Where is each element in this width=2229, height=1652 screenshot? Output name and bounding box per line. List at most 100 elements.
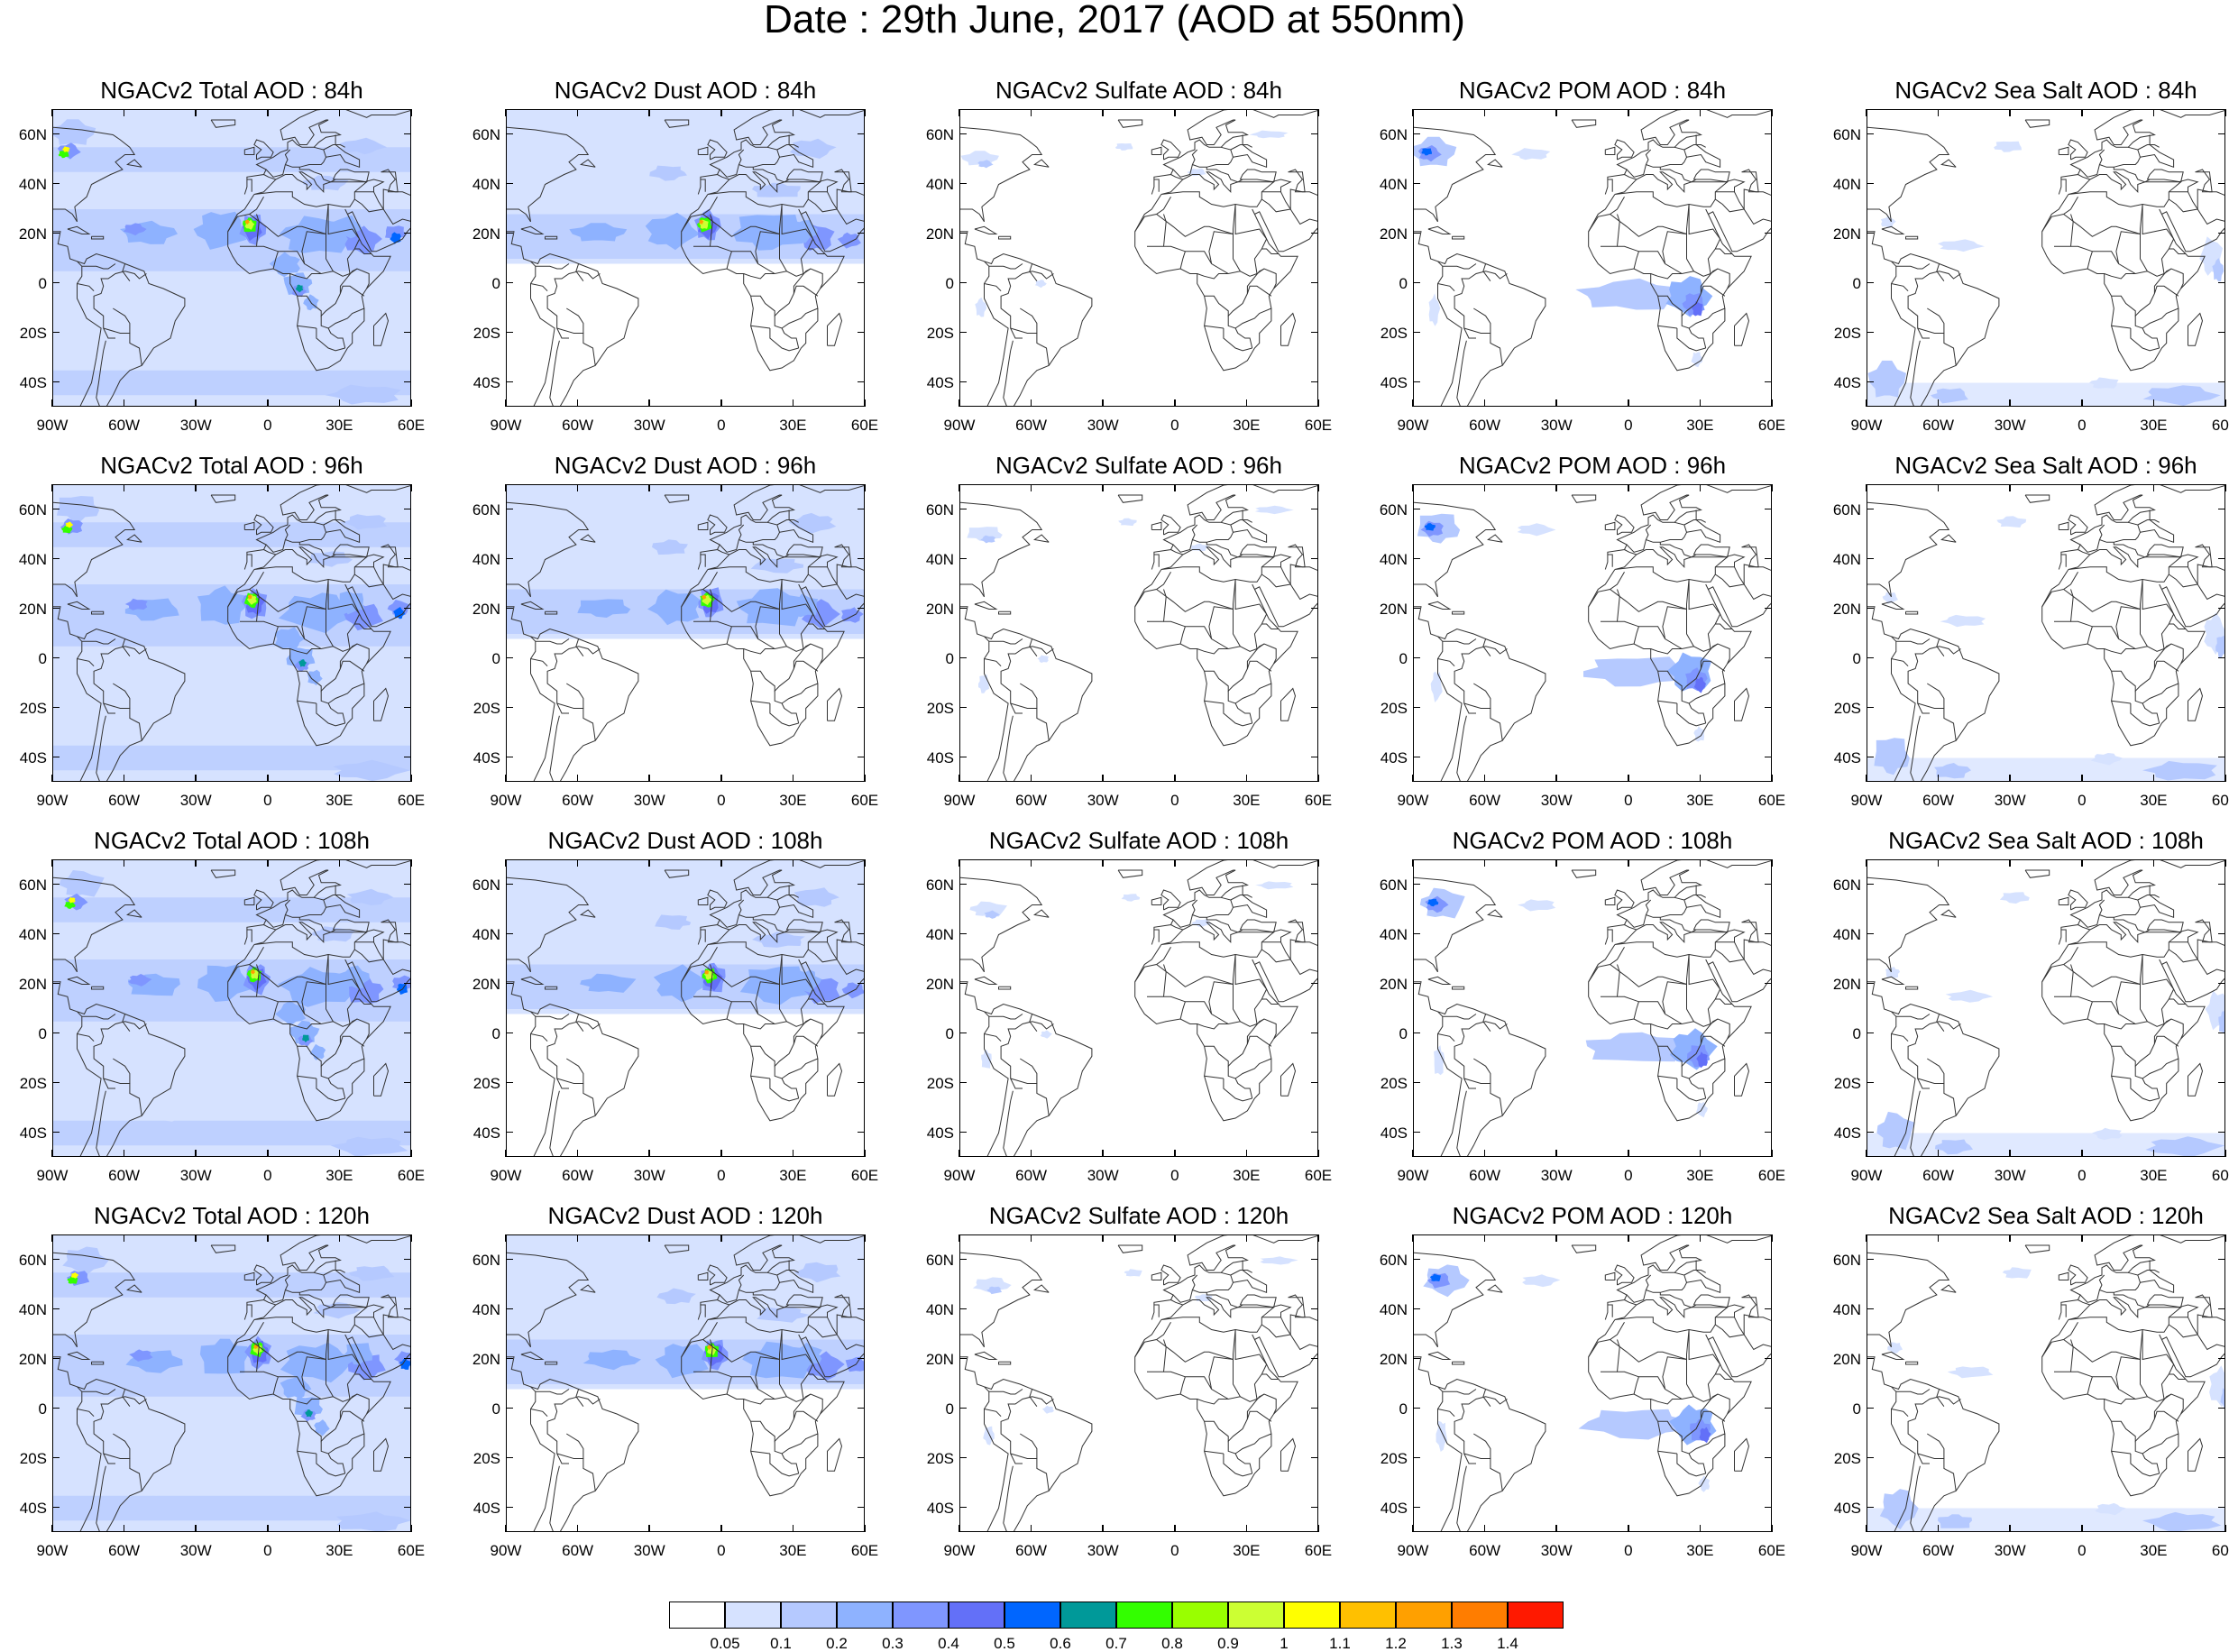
lon-tick: [959, 1150, 960, 1157]
lat-tick: [52, 557, 60, 560]
coastline-path: [785, 1294, 823, 1308]
lat-tick: [1765, 1506, 1772, 1509]
aod-field-svg: [960, 110, 1317, 406]
coastline-path: [2060, 179, 2067, 192]
lat-tick-label: 20N: [925, 225, 954, 243]
coastline-path: [373, 1437, 390, 1472]
lon-tick-label: 30W: [1540, 792, 1573, 809]
lon-tick-label: 0: [263, 1167, 272, 1184]
coastline-path: [1234, 1078, 1253, 1099]
coastline-path: [1607, 1304, 1613, 1317]
coastline-path: [836, 939, 864, 959]
lat-tick: [1413, 557, 1420, 560]
map-plot-area: [506, 1234, 865, 1532]
coastline-path: [373, 687, 390, 721]
coastline-path: [2079, 899, 2105, 928]
aod-field-svg: [507, 485, 864, 781]
aod-contour: [577, 599, 631, 618]
map-panel-seasalt-120h: NGACv2 Sea Salt AOD : 120h 60N 40N 20N 0 20S 4…: [1814, 1203, 2229, 1578]
coastline-path: [1437, 1409, 1455, 1418]
lon-tick: [338, 1234, 341, 1242]
lon-tick-label: 30W: [633, 1167, 665, 1184]
coastline-path: [81, 1389, 116, 1395]
coastline-path: [1743, 208, 1771, 225]
coastline-path: [984, 658, 1002, 667]
coastline-path: [1657, 660, 1726, 693]
lon-tick-label: 30W: [1087, 1542, 1119, 1559]
lon-tick: [2081, 1234, 2083, 1242]
coastline-path: [2142, 954, 2175, 1024]
coastline-path: [382, 208, 410, 225]
coastline-path: [382, 939, 410, 959]
lon-tick: [267, 1150, 269, 1157]
coastline-path: [808, 1317, 839, 1338]
aod-contour: [330, 1136, 408, 1156]
coastline-path: [1715, 623, 1732, 629]
lon-tick: [1412, 1525, 1414, 1532]
coastline-path: [1003, 1465, 1014, 1531]
coastline-path: [2146, 919, 2184, 933]
coastline-path: [2140, 984, 2148, 1023]
lat-tick-label: 20S: [1380, 699, 1408, 717]
lon-tick: [195, 1234, 197, 1242]
lat-tick: [52, 932, 60, 935]
coastline-path: [256, 1339, 260, 1372]
coastline-path: [2140, 609, 2148, 647]
aod-contour: [1885, 967, 1901, 978]
coastline-path: [339, 1018, 370, 1044]
coastline-path: [2113, 167, 2151, 183]
aod-contour: [58, 151, 69, 159]
coastline-path: [1487, 1284, 1503, 1293]
coastline-path: [1571, 494, 1597, 503]
coastline-path: [246, 554, 252, 567]
lon-tick: [2224, 484, 2226, 491]
coastline-path: [126, 534, 142, 543]
lon-tick: [2009, 775, 2011, 782]
coastline-path: [354, 941, 385, 963]
coastline-path: [1936, 638, 1945, 656]
lat-tick-label: 20S: [926, 699, 954, 717]
lat-tick: [1311, 182, 1318, 185]
lat-tick: [506, 883, 513, 886]
coastline-path: [2140, 234, 2148, 272]
lon-tick: [959, 484, 960, 491]
coastline-path: [752, 542, 790, 558]
lon-tick-label: 0: [1624, 417, 1633, 434]
lon-tick: [1866, 109, 1867, 116]
lat-tick-label: 20N: [18, 1350, 47, 1368]
panel-title: NGACv2 Total AOD : 84h: [100, 77, 363, 104]
coastline-path: [2137, 895, 2160, 901]
lat-tick: [404, 656, 411, 659]
coastline-path: [1036, 708, 1050, 741]
lat-tick-label: 60N: [472, 1251, 500, 1269]
coastline-path: [988, 638, 1023, 645]
coastline-path: [1604, 485, 1771, 570]
coastlines: [1414, 1235, 1771, 1531]
coastline-path: [1208, 1356, 1234, 1390]
coastline-path: [556, 1433, 584, 1459]
lat-tick: [959, 883, 967, 886]
coastlines: [960, 485, 1317, 781]
lat-tick: [1765, 1081, 1772, 1084]
colorbar-label: 0.9: [1217, 1635, 1239, 1652]
coastline-path: [1289, 1314, 1317, 1335]
aod-contour: [339, 137, 388, 155]
coastline-path: [1223, 328, 1252, 352]
coastline-path: [779, 509, 814, 544]
lon-tick-label: 0: [1170, 1167, 1179, 1184]
lat-tick-label: 40N: [472, 1300, 500, 1318]
lon-tick-label: 90W: [943, 1167, 976, 1184]
lat-tick-label: 0: [945, 649, 954, 667]
lon-tick: [1771, 1234, 1773, 1242]
lat-tick: [1413, 331, 1420, 334]
coastline-path: [1686, 134, 1721, 169]
lat-tick: [1311, 706, 1318, 709]
coastline-path: [1033, 909, 1050, 918]
lat-tick-label: 40S: [926, 1499, 954, 1517]
coastline-path: [246, 1304, 252, 1317]
coastline-path: [1867, 1334, 1892, 1348]
coastline-path: [1000, 646, 1054, 714]
lat-tick-label: 20N: [472, 225, 500, 243]
coastline-path: [779, 134, 814, 169]
lon-tick: [1245, 1234, 1248, 1242]
